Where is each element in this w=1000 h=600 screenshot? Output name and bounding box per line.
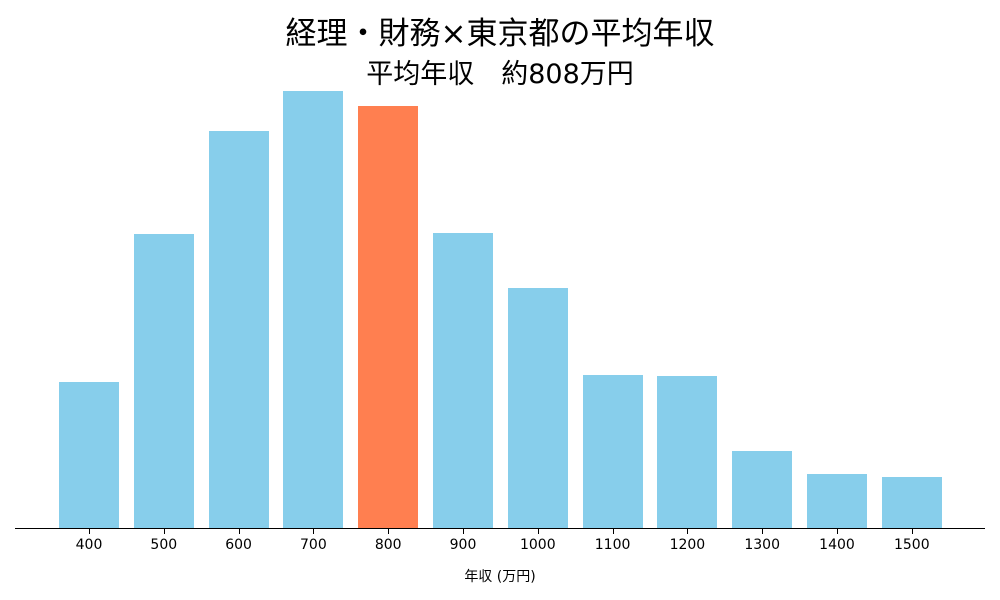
bar-800 — [358, 106, 419, 528]
x-tick-label: 1100 — [594, 537, 631, 553]
x-tick — [463, 529, 464, 534]
bar-1400 — [807, 474, 867, 528]
chart-title: 経理・財務×東京都の平均年収 — [285, 16, 715, 52]
bar-1500 — [881, 477, 942, 528]
x-tick — [163, 529, 165, 534]
x-tick-label: 500 — [150, 537, 178, 553]
bar-1100 — [582, 375, 643, 528]
x-axis-label: 年収 (万円) — [464, 569, 536, 585]
bar-700 — [283, 91, 344, 528]
chart-subtitle: 平均年収 約808万円 — [366, 59, 634, 90]
x-tick — [687, 529, 689, 534]
x-tick-label: 700 — [300, 537, 327, 553]
bar-500 — [133, 234, 194, 528]
x-tick-label: 600 — [225, 537, 252, 553]
x-tick — [537, 529, 539, 534]
x-axis-line — [15, 528, 985, 529]
x-tick — [238, 529, 240, 534]
bar-1200 — [657, 376, 718, 528]
x-tick-label: 1300 — [744, 537, 780, 553]
bar-900 — [433, 233, 493, 528]
x-tick — [89, 529, 90, 534]
bar-600 — [208, 131, 269, 528]
x-tick — [612, 529, 614, 534]
x-tick-label: 1400 — [819, 537, 855, 553]
x-tick-label: 1200 — [669, 537, 706, 553]
x-tick-label: 400 — [75, 537, 103, 553]
x-tick-label: 900 — [449, 537, 477, 553]
x-tick — [911, 529, 913, 534]
x-tick — [313, 529, 315, 534]
x-tick — [837, 529, 838, 534]
bar-1300 — [732, 451, 793, 528]
x-tick — [388, 529, 390, 534]
x-tick-label: 800 — [374, 537, 402, 553]
bar-1000 — [507, 288, 568, 528]
x-tick-label: 1500 — [893, 537, 930, 553]
x-tick-label: 1000 — [519, 537, 556, 553]
plot-area — [15, 60, 985, 528]
bar-400 — [59, 382, 119, 528]
x-tick — [762, 529, 764, 534]
